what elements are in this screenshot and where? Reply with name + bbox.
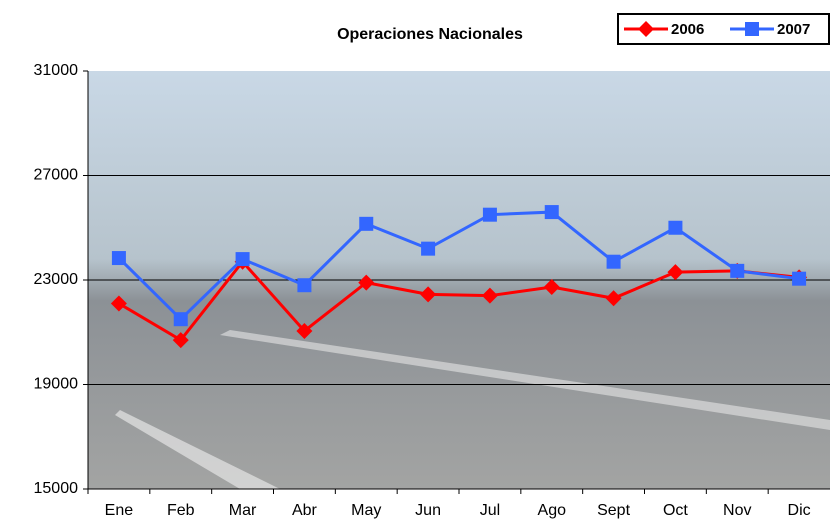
x-tick-label: May — [351, 502, 381, 519]
series-line — [117, 210, 800, 322]
legend-label: 2006 — [671, 21, 704, 38]
x-tick-label: Oct — [663, 502, 688, 519]
data-point — [296, 322, 313, 339]
y-tick-label: 27000 — [34, 167, 79, 184]
legend — [617, 13, 830, 45]
data-point — [172, 332, 189, 349]
x-tick-label: Mar — [229, 502, 257, 519]
x-tick-label: Ago — [538, 502, 567, 519]
data-point — [668, 220, 683, 235]
data-point — [110, 295, 127, 312]
runway-marking — [115, 410, 280, 489]
y-tick-label: 31000 — [34, 62, 79, 79]
x-tick-label: Ene — [105, 502, 134, 519]
data-point — [359, 216, 374, 231]
data-point — [421, 241, 436, 256]
data-point — [667, 264, 684, 281]
data-point — [297, 278, 312, 293]
data-point — [544, 205, 559, 220]
data-point — [730, 263, 745, 278]
data-point — [173, 312, 188, 327]
data-point — [606, 254, 621, 269]
runway-marking — [220, 330, 830, 430]
x-tick-label: Jul — [480, 502, 500, 519]
data-point — [482, 207, 497, 222]
x-tick-label: Nov — [723, 502, 751, 519]
data-point — [111, 251, 126, 266]
data-point — [543, 279, 560, 296]
data-point — [792, 271, 807, 286]
chart-title: Operaciones Nacionales — [337, 26, 523, 43]
series-line — [118, 259, 800, 343]
x-tick-label: Sept — [597, 502, 630, 519]
legend-label: 2007 — [777, 21, 810, 38]
y-tick-label: 23000 — [34, 271, 79, 288]
data-point — [481, 287, 498, 304]
data-point — [358, 274, 375, 291]
legend-marker — [745, 22, 759, 36]
y-tick-label: 15000 — [34, 480, 79, 497]
x-tick-label: Feb — [167, 502, 195, 519]
x-tick-label: Abr — [292, 502, 318, 519]
x-tick-label: Dic — [788, 502, 811, 519]
legend-marker — [638, 21, 654, 37]
data-point — [235, 252, 250, 267]
data-point — [420, 286, 437, 303]
x-tick-label: Jun — [415, 502, 441, 519]
y-tick-label: 19000 — [34, 376, 79, 393]
data-point — [605, 290, 622, 307]
